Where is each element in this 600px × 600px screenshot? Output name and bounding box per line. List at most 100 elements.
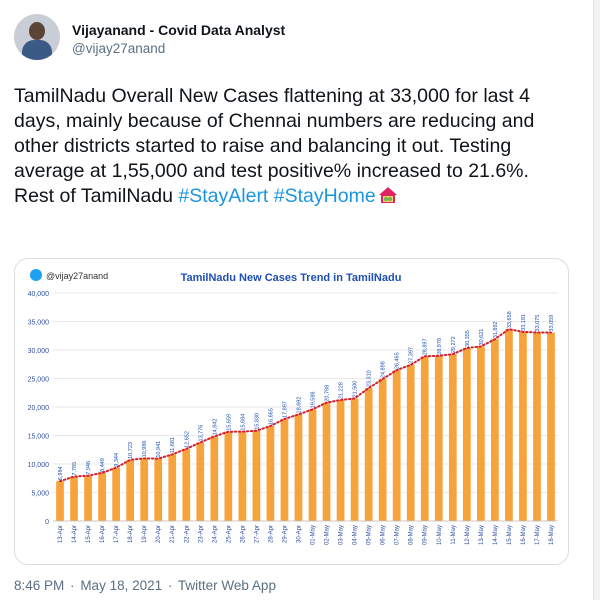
tweet-time[interactable]: 8:46 PM bbox=[14, 578, 65, 593]
bar bbox=[476, 346, 485, 521]
x-tick-label: 29-Apr bbox=[282, 525, 288, 543]
bar bbox=[112, 467, 120, 521]
bar-value-label: 31,892 bbox=[493, 321, 499, 338]
x-tick-label: 27-Apr bbox=[254, 525, 260, 543]
bar bbox=[126, 459, 135, 521]
x-tick-label: 21-Apr bbox=[170, 525, 176, 543]
bar bbox=[533, 332, 541, 521]
x-tick-label: 18-Apr bbox=[128, 525, 134, 543]
bar bbox=[98, 472, 106, 521]
bar-value-label: 27,397 bbox=[409, 347, 415, 364]
bar-value-label: 6,984 bbox=[58, 466, 64, 480]
watermark: @vijay27anand bbox=[30, 269, 108, 281]
author-names: Vijayanand - Covid Data Analyst @vijay27… bbox=[72, 22, 285, 56]
bar bbox=[196, 442, 205, 521]
bar-value-label: 21,228 bbox=[339, 382, 345, 399]
bar-value-label: 14,842 bbox=[212, 419, 218, 436]
bar-value-label: 10,986 bbox=[142, 441, 148, 458]
bar bbox=[308, 409, 317, 521]
bar bbox=[168, 454, 177, 521]
x-tick-label: 20-Apr bbox=[156, 525, 162, 543]
hashtag-stayalert[interactable]: #StayAlert bbox=[178, 185, 269, 207]
bar bbox=[154, 458, 163, 521]
bar bbox=[434, 355, 443, 521]
bar bbox=[140, 458, 149, 521]
bar bbox=[547, 332, 555, 521]
twitter-bird-icon bbox=[30, 269, 42, 281]
x-tick-label: 26-Apr bbox=[240, 525, 246, 543]
bar-value-label: 10,723 bbox=[128, 442, 134, 459]
x-tick-label: 15-May bbox=[507, 525, 513, 545]
bar-value-label: 11,681 bbox=[170, 437, 176, 453]
bar bbox=[210, 436, 219, 521]
bar bbox=[519, 331, 527, 521]
bar-value-label: 10,941 bbox=[156, 441, 162, 458]
separator: · bbox=[70, 578, 75, 593]
bar-value-label: 20,768 bbox=[325, 385, 331, 402]
x-tick-label: 13-May bbox=[479, 525, 485, 545]
window-scrollbar[interactable] bbox=[593, 0, 600, 600]
display-name[interactable]: Vijayanand - Covid Data Analyst bbox=[72, 22, 286, 38]
x-tick-label: 07-May bbox=[395, 525, 401, 545]
x-tick-label: 09-May bbox=[423, 525, 429, 545]
x-tick-label: 24-Apr bbox=[212, 525, 218, 543]
bar-value-label: 28,978 bbox=[437, 338, 443, 355]
bar-value-label: 15,684 bbox=[240, 414, 246, 431]
chart-card[interactable]: @vijay27anand TamilNadu New Cases Trend … bbox=[14, 258, 569, 565]
y-tick-label: 20,000 bbox=[28, 405, 50, 412]
x-tick-label: 17-May bbox=[535, 525, 541, 545]
tweet-date[interactable]: May 18, 2021 bbox=[80, 578, 163, 593]
bar-value-label: 18,692 bbox=[296, 397, 302, 414]
bar bbox=[182, 448, 191, 521]
chart-title: TamilNadu New Cases Trend in TamilNadu bbox=[181, 272, 402, 284]
bar bbox=[238, 431, 247, 521]
y-tick-label: 40,000 bbox=[28, 291, 50, 298]
y-tick-label: 15,000 bbox=[28, 434, 50, 441]
trend-line bbox=[59, 328, 552, 483]
bar bbox=[392, 370, 401, 521]
bar-value-label: 33,181 bbox=[521, 314, 527, 331]
chart: @vijay27anand TamilNadu New Cases Trend … bbox=[28, 269, 558, 545]
x-tick-label: 23-Apr bbox=[198, 525, 204, 543]
handle[interactable]: @vijay27anand bbox=[72, 41, 166, 56]
x-tick-label: 25-Apr bbox=[226, 525, 232, 543]
bar bbox=[70, 476, 78, 521]
bar-value-label: 33,658 bbox=[507, 311, 513, 328]
x-tick-label: 06-May bbox=[381, 525, 387, 545]
y-tick-label: 10,000 bbox=[28, 462, 50, 469]
bar bbox=[266, 426, 275, 521]
bar bbox=[448, 354, 457, 521]
x-tick-label: 30-Apr bbox=[296, 525, 302, 543]
tweet-body: TamilNadu Overall New Cases flattening a… bbox=[14, 84, 574, 209]
bar-value-label: 33,059 bbox=[549, 315, 555, 332]
bar bbox=[84, 475, 92, 521]
bar-value-label: 17,897 bbox=[282, 401, 288, 418]
x-tick-label: 28-Apr bbox=[268, 525, 274, 543]
bar bbox=[322, 402, 331, 521]
bar-value-label: 7,946 bbox=[86, 461, 92, 475]
tweet-source[interactable]: Twitter Web App bbox=[177, 578, 276, 593]
bar-value-label: 30,355 bbox=[465, 330, 471, 347]
x-tick-label: 01-May bbox=[311, 525, 317, 545]
x-tick-label: 11-May bbox=[451, 525, 457, 545]
bar-value-label: 24,898 bbox=[381, 361, 387, 378]
bar-value-label: 23,310 bbox=[367, 370, 373, 387]
x-tick-label: 08-May bbox=[409, 525, 415, 545]
tweet-header: Vijayanand - Covid Data Analyst @vijay27… bbox=[14, 14, 285, 60]
bar bbox=[462, 347, 471, 521]
avatar[interactable] bbox=[14, 14, 60, 60]
x-tick-label: 17-Apr bbox=[114, 525, 120, 543]
bar bbox=[56, 481, 64, 521]
y-tick-label: 5,000 bbox=[31, 491, 49, 498]
bar-value-label: 8,449 bbox=[100, 458, 106, 472]
x-tick-label: 16-Apr bbox=[100, 525, 106, 543]
x-tick-label: 13-Apr bbox=[58, 525, 64, 543]
x-tick-label: 02-May bbox=[325, 525, 331, 545]
bar-value-label: 26,465 bbox=[395, 352, 401, 369]
bar bbox=[406, 364, 415, 521]
bar bbox=[336, 400, 345, 521]
hashtag-stayhome[interactable]: #StayHome bbox=[273, 185, 376, 207]
bar-value-label: 28,897 bbox=[423, 338, 429, 355]
x-tick-label: 16-May bbox=[521, 525, 527, 545]
bar bbox=[252, 430, 261, 521]
